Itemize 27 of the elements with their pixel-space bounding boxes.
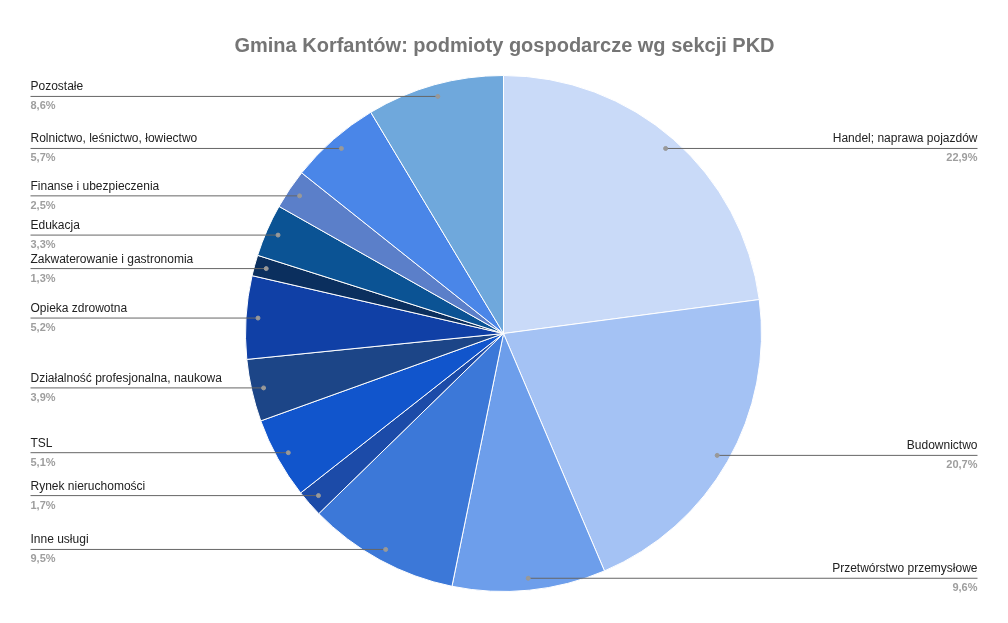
data-label: 5,2% bbox=[30, 321, 56, 334]
data-label: 20,7% bbox=[946, 458, 978, 471]
data-label: 5,7% bbox=[30, 151, 56, 164]
slice-label: Pozostałe bbox=[30, 79, 84, 94]
data-label: 3,3% bbox=[30, 238, 56, 251]
slice-label: Rynek nieruchomości bbox=[30, 478, 146, 493]
data-label: 5,1% bbox=[30, 455, 56, 468]
data-label: 9,5% bbox=[30, 552, 56, 565]
slice-label: Działalność profesjonalna, naukowa bbox=[30, 370, 223, 385]
slice-label: Inne usługi bbox=[30, 532, 89, 547]
data-label: 8,6% bbox=[30, 99, 56, 112]
data-label: 22,9% bbox=[946, 151, 978, 164]
slice-label: Opieka zdrowotna bbox=[30, 301, 128, 316]
data-label: 9,6% bbox=[952, 581, 978, 594]
slice-label: Rolnictwo, leśnictwo, łowiectwo bbox=[30, 131, 198, 146]
slice-label: Przetwórstwo przemysłowe bbox=[832, 561, 978, 576]
slice-label: Edukacja bbox=[30, 218, 81, 233]
slice-label: Handel; naprawa pojazdów bbox=[832, 131, 978, 146]
data-label: 3,9% bbox=[30, 390, 56, 403]
slice-label: Finanse i ubezpieczenia bbox=[30, 178, 160, 193]
data-label: 1,3% bbox=[30, 271, 56, 284]
chart-title: Gmina Korfantów: podmioty gospodarcze wg sekcji PKD bbox=[234, 33, 775, 56]
data-label: 2,5% bbox=[30, 198, 56, 211]
data-label: 1,7% bbox=[30, 498, 56, 511]
slice-label: Zakwaterowanie i gastronomia bbox=[30, 251, 194, 266]
slice-label: Budownictwo bbox=[906, 438, 978, 453]
slice-label: TSL bbox=[30, 435, 53, 450]
